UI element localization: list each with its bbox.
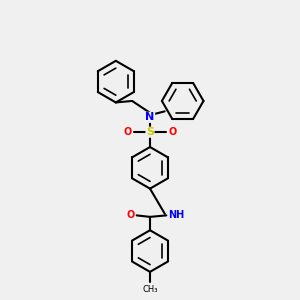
Text: N: N xyxy=(146,112,154,122)
Text: O: O xyxy=(168,127,177,137)
Text: CH₃: CH₃ xyxy=(142,285,158,294)
Text: S: S xyxy=(146,127,154,137)
Text: O: O xyxy=(127,210,135,220)
Text: O: O xyxy=(123,127,132,137)
Text: NH: NH xyxy=(168,210,184,220)
